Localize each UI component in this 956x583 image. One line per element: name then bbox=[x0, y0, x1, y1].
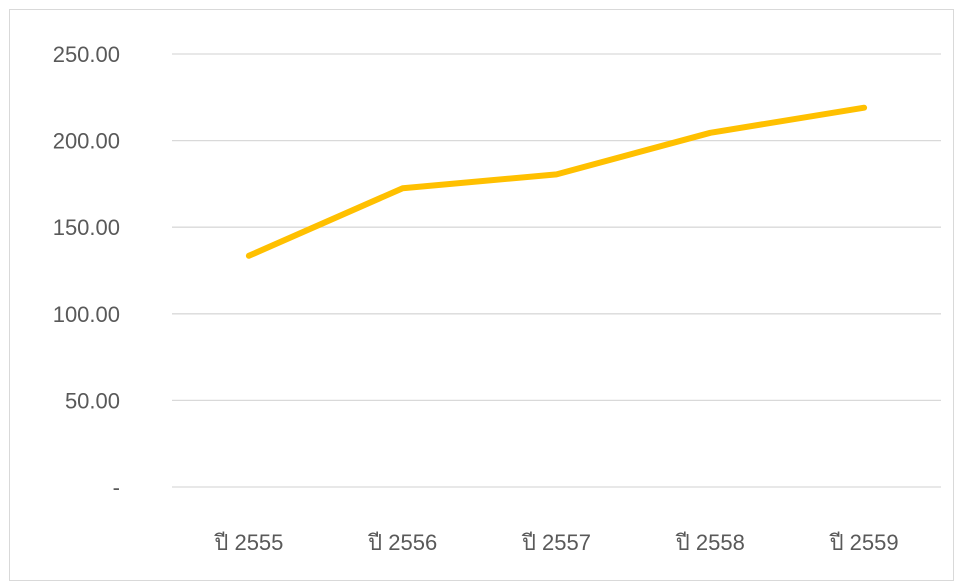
y-axis-labels: - 50.00 100.00 150.00 200.00 250.00 bbox=[53, 42, 120, 500]
y-tick-label: 100.00 bbox=[53, 302, 120, 327]
series-group bbox=[245, 104, 868, 259]
x-tick-label: ปี 2558 bbox=[675, 530, 745, 555]
gridlines bbox=[172, 53, 941, 488]
y-tick-label: 200.00 bbox=[53, 129, 120, 154]
y-tick-label: 150.00 bbox=[53, 215, 120, 240]
x-tick-label: ปี 2557 bbox=[521, 530, 591, 555]
y-tick-label: - bbox=[113, 475, 120, 500]
x-tick-label: ปี 2556 bbox=[367, 530, 437, 555]
x-tick-label: ปี 2555 bbox=[213, 530, 283, 555]
x-axis-labels: ปี 2555 ปี 2556 ปี 2557 ปี 2558 ปี 2559 bbox=[213, 530, 898, 555]
y-tick-label: 250.00 bbox=[53, 42, 120, 67]
x-tick-label: ปี 2559 bbox=[828, 530, 898, 555]
chart-frame bbox=[9, 9, 954, 581]
series-line bbox=[245, 104, 868, 259]
y-tick-label: 50.00 bbox=[65, 388, 120, 413]
